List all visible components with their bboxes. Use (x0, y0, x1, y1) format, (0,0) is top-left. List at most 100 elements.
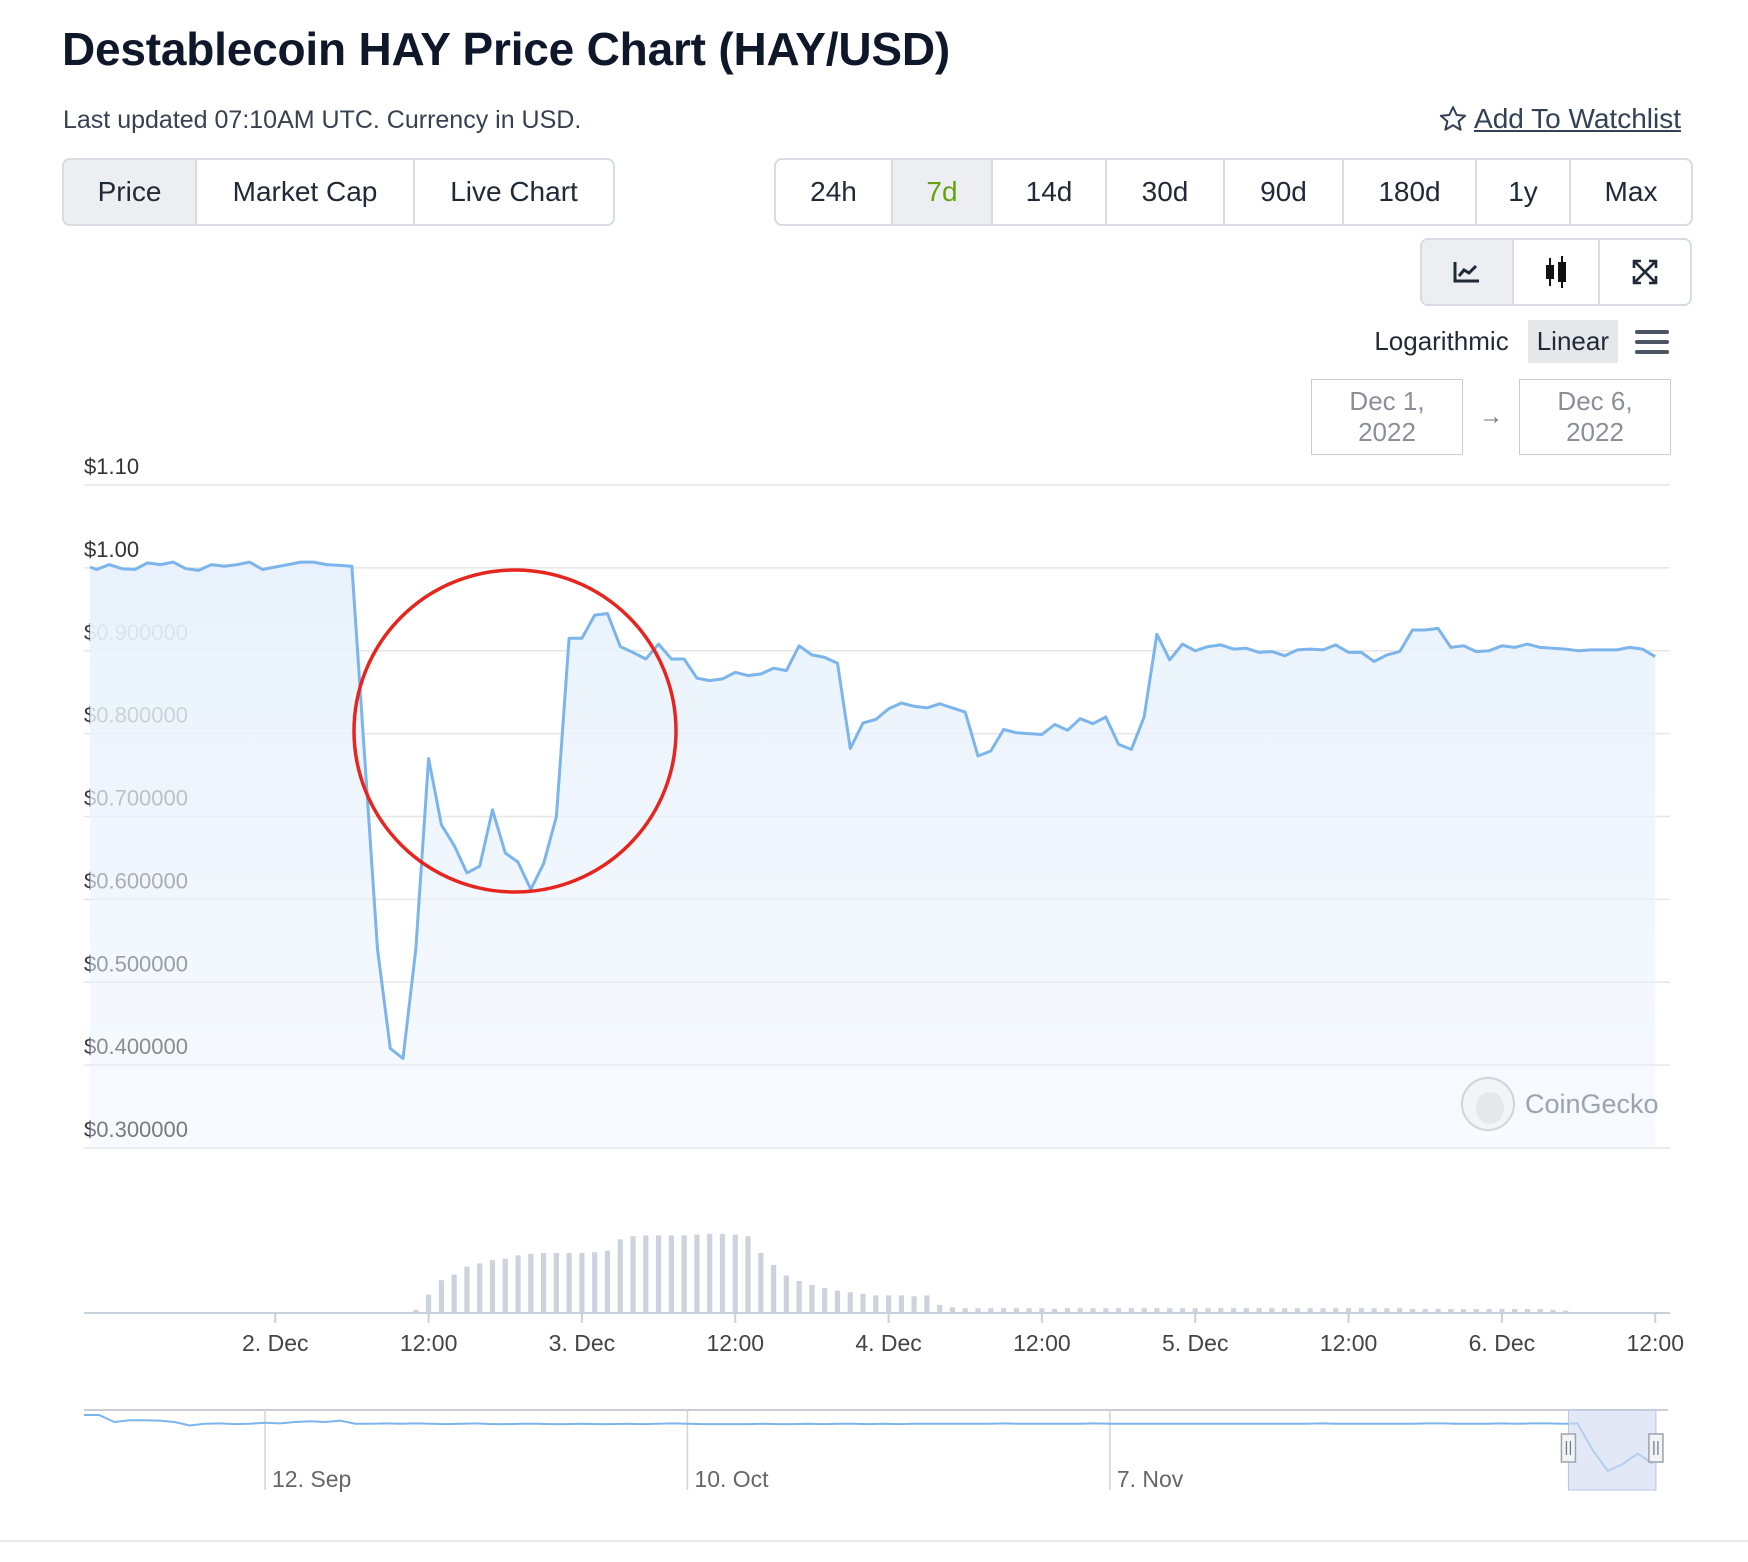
range-180d[interactable]: 180d (1344, 160, 1477, 224)
tab-live-chart[interactable]: Live Chart (450, 176, 578, 207)
arrow-right-icon: → (1479, 403, 1503, 430)
candlestick-button[interactable] (1514, 240, 1600, 304)
volume-bar (1077, 1308, 1083, 1313)
volume-bar (937, 1305, 943, 1313)
volume-bar (1384, 1308, 1390, 1313)
volume-bar (924, 1295, 930, 1313)
range-14d[interactable]: 14d (993, 160, 1107, 224)
volume-bar (1460, 1309, 1467, 1313)
x-tick-label: 6. Dec (1469, 1330, 1535, 1356)
line-chart-button[interactable] (1422, 240, 1514, 304)
volume-bar (528, 1253, 534, 1313)
volume-bar (1435, 1309, 1441, 1313)
volume-bar (1128, 1308, 1134, 1313)
volume-bar (1320, 1308, 1326, 1313)
volume-bar (643, 1235, 649, 1313)
volume-bar (1512, 1309, 1518, 1313)
hamburger-menu-icon[interactable] (1634, 328, 1670, 356)
x-tick-label: 12:00 (706, 1330, 764, 1356)
volume-bar (770, 1265, 777, 1313)
add-to-watchlist-link[interactable]: Add To Watchlist (1438, 103, 1681, 135)
star-icon (1439, 106, 1467, 131)
x-tick-label: 12:00 (1320, 1330, 1378, 1356)
volume-bar (1052, 1309, 1058, 1313)
price-area (90, 562, 1656, 1148)
x-tick-label: 12:00 (400, 1330, 458, 1356)
range-90d[interactable]: 90d (1225, 160, 1344, 224)
range-7d[interactable]: 7d (893, 160, 993, 224)
volume-bar (1563, 1310, 1569, 1313)
volume-bar (847, 1292, 853, 1313)
volume-bar (681, 1235, 687, 1313)
volume-bar (988, 1308, 994, 1313)
volume-bar (885, 1295, 892, 1313)
volume-bar (975, 1308, 981, 1313)
volume-bar (438, 1280, 444, 1313)
volume-bar (1524, 1309, 1531, 1313)
navigator-label: 12. Sep (272, 1466, 351, 1492)
volume-bar (873, 1295, 879, 1313)
volume-bar (783, 1275, 789, 1313)
x-tick-label: 5. Dec (1162, 1330, 1228, 1356)
watchlist-label: Add To Watchlist (1474, 103, 1681, 134)
range-30d[interactable]: 30d (1107, 160, 1225, 224)
volume-bar (796, 1281, 802, 1313)
volume-bar (425, 1294, 432, 1313)
volume-bar (1243, 1308, 1249, 1313)
date-to-input[interactable]: Dec 6, 2022 (1519, 379, 1671, 455)
tab-price[interactable]: Price (64, 160, 197, 224)
range-max[interactable]: Max (1604, 176, 1658, 207)
x-tick-label: 12:00 (1013, 1330, 1071, 1356)
fullscreen-button[interactable] (1600, 240, 1690, 304)
volume-bar (1550, 1309, 1556, 1313)
volume-bar (617, 1239, 623, 1313)
volume-bar (1358, 1308, 1364, 1313)
volume-bar (604, 1250, 611, 1313)
volume-bar (1141, 1308, 1147, 1313)
volume-bar (1179, 1308, 1186, 1313)
last-updated-text: Last updated 07:10AM UTC. Currency in US… (63, 106, 582, 134)
volume-bar (962, 1308, 968, 1313)
volume-bar (1115, 1308, 1122, 1313)
volume-bar (1167, 1308, 1173, 1313)
scale-linear[interactable]: Linear (1527, 320, 1618, 363)
volume-bar (1537, 1309, 1543, 1313)
volume-bar (464, 1266, 470, 1313)
range-24h[interactable]: 24h (776, 160, 893, 224)
navigator-handle[interactable] (1648, 1433, 1664, 1463)
volume-bar (1256, 1308, 1262, 1313)
line-chart-icon (1453, 262, 1479, 283)
price-chart[interactable]: $1.10$1.00$0.900000$0.800000$0.700000$0.… (0, 440, 1748, 1540)
volume-bar (1282, 1308, 1288, 1313)
volume-bar (1039, 1308, 1045, 1313)
volume-bar (911, 1296, 917, 1313)
volume-bar (1397, 1308, 1403, 1313)
scale-logarithmic[interactable]: Logarithmic (1374, 326, 1509, 356)
volume-bar (655, 1235, 662, 1313)
y-tick-label: $1.00 (84, 537, 139, 562)
volume-bar (1218, 1308, 1224, 1313)
volume-bar (1371, 1308, 1377, 1313)
volume-bar (1026, 1308, 1032, 1313)
volume-bar (1499, 1309, 1505, 1313)
volume-bar (1103, 1308, 1109, 1313)
date-from-input[interactable]: Dec 1, 2022 (1311, 379, 1463, 455)
range-1y[interactable]: 1y (1477, 160, 1571, 224)
volume-bar (1294, 1308, 1301, 1313)
price-line (89, 560, 1656, 1060)
navigator-handle[interactable] (1560, 1433, 1577, 1463)
volume-bar (1269, 1308, 1275, 1313)
tab-market-cap[interactable]: Market Cap (197, 160, 415, 224)
x-tick-label: 4. Dec (855, 1330, 921, 1356)
navigator-label: 10. Oct (694, 1466, 769, 1492)
volume-bar (822, 1288, 828, 1313)
volume-bar (1090, 1308, 1096, 1313)
candlestick-icon (1546, 256, 1566, 288)
volume-bar (834, 1290, 841, 1313)
volume-bar (553, 1253, 559, 1313)
volume-bar (515, 1255, 521, 1313)
y-tick-label: $1.10 (84, 454, 139, 479)
x-tick-label: 3. Dec (549, 1330, 615, 1356)
page-title: Destablecoin HAY Price Chart (HAY/USD) (62, 23, 950, 75)
volume-bar (1486, 1309, 1492, 1313)
